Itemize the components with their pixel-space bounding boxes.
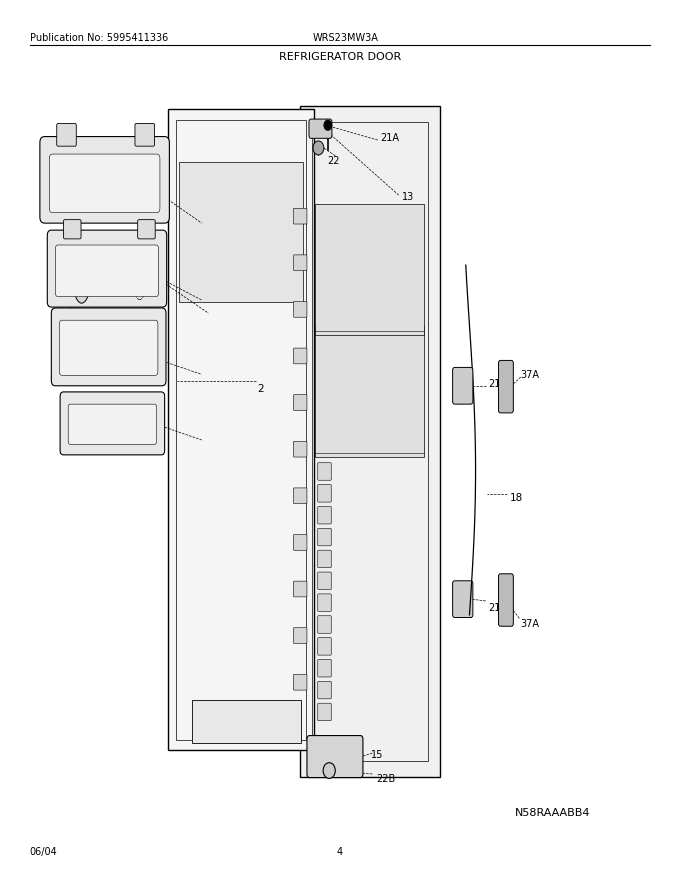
FancyBboxPatch shape	[318, 703, 331, 721]
FancyBboxPatch shape	[55, 245, 158, 297]
FancyBboxPatch shape	[318, 594, 331, 612]
FancyBboxPatch shape	[294, 348, 307, 363]
Text: 4: 4	[337, 847, 343, 857]
FancyBboxPatch shape	[70, 240, 148, 312]
FancyBboxPatch shape	[318, 485, 331, 502]
FancyBboxPatch shape	[40, 136, 169, 224]
FancyBboxPatch shape	[294, 627, 307, 643]
Ellipse shape	[72, 248, 91, 303]
FancyBboxPatch shape	[453, 581, 473, 618]
Polygon shape	[315, 326, 424, 458]
Text: 15: 15	[371, 750, 384, 759]
FancyBboxPatch shape	[59, 320, 158, 375]
FancyBboxPatch shape	[68, 404, 156, 444]
Text: 21C: 21C	[488, 379, 507, 389]
FancyBboxPatch shape	[318, 659, 331, 677]
Polygon shape	[192, 700, 301, 744]
FancyBboxPatch shape	[48, 231, 167, 307]
Text: Publication No: 5995411336: Publication No: 5995411336	[30, 33, 168, 43]
Circle shape	[324, 120, 332, 130]
Text: 21A: 21A	[381, 133, 399, 143]
Text: 06/04: 06/04	[30, 847, 58, 857]
FancyBboxPatch shape	[453, 368, 473, 404]
FancyBboxPatch shape	[294, 395, 307, 410]
FancyBboxPatch shape	[318, 616, 331, 634]
Text: 21C: 21C	[488, 603, 507, 612]
FancyBboxPatch shape	[318, 550, 331, 568]
FancyBboxPatch shape	[498, 574, 513, 627]
FancyBboxPatch shape	[309, 119, 332, 138]
FancyBboxPatch shape	[318, 507, 331, 524]
Text: WRS23MW3A: WRS23MW3A	[313, 33, 379, 43]
Circle shape	[323, 763, 335, 779]
FancyBboxPatch shape	[137, 220, 155, 238]
Text: 4: 4	[67, 183, 74, 194]
FancyBboxPatch shape	[318, 463, 331, 480]
Text: N58RAAABB4: N58RAAABB4	[515, 808, 591, 818]
Text: 37A: 37A	[521, 370, 540, 380]
Text: 49: 49	[63, 346, 75, 356]
FancyBboxPatch shape	[294, 581, 307, 597]
FancyBboxPatch shape	[294, 488, 307, 503]
FancyBboxPatch shape	[51, 308, 166, 385]
Text: 13: 13	[402, 192, 414, 202]
FancyBboxPatch shape	[60, 392, 165, 455]
Text: 4: 4	[67, 269, 74, 279]
Text: REFRIGERATOR DOOR: REFRIGERATOR DOOR	[279, 52, 401, 62]
FancyBboxPatch shape	[135, 123, 154, 146]
FancyBboxPatch shape	[318, 681, 331, 699]
Text: 7: 7	[58, 252, 65, 261]
FancyBboxPatch shape	[50, 154, 160, 213]
FancyBboxPatch shape	[294, 209, 307, 224]
Text: 22: 22	[327, 156, 339, 165]
Polygon shape	[168, 109, 314, 751]
Text: 49: 49	[63, 418, 75, 429]
Text: 37A: 37A	[521, 619, 540, 628]
FancyBboxPatch shape	[63, 220, 81, 238]
FancyBboxPatch shape	[318, 638, 331, 655]
Circle shape	[313, 141, 324, 155]
FancyBboxPatch shape	[294, 534, 307, 550]
FancyBboxPatch shape	[294, 441, 307, 457]
Text: 2: 2	[258, 385, 265, 394]
Polygon shape	[315, 204, 424, 335]
FancyBboxPatch shape	[318, 528, 331, 546]
FancyBboxPatch shape	[294, 674, 307, 690]
FancyBboxPatch shape	[318, 572, 331, 590]
FancyBboxPatch shape	[307, 736, 363, 778]
Polygon shape	[180, 162, 303, 302]
FancyBboxPatch shape	[294, 255, 307, 271]
Polygon shape	[299, 106, 440, 777]
Text: 18: 18	[510, 493, 523, 502]
FancyBboxPatch shape	[56, 123, 76, 146]
Text: 22B: 22B	[377, 774, 396, 784]
FancyBboxPatch shape	[294, 302, 307, 317]
FancyBboxPatch shape	[498, 361, 513, 413]
